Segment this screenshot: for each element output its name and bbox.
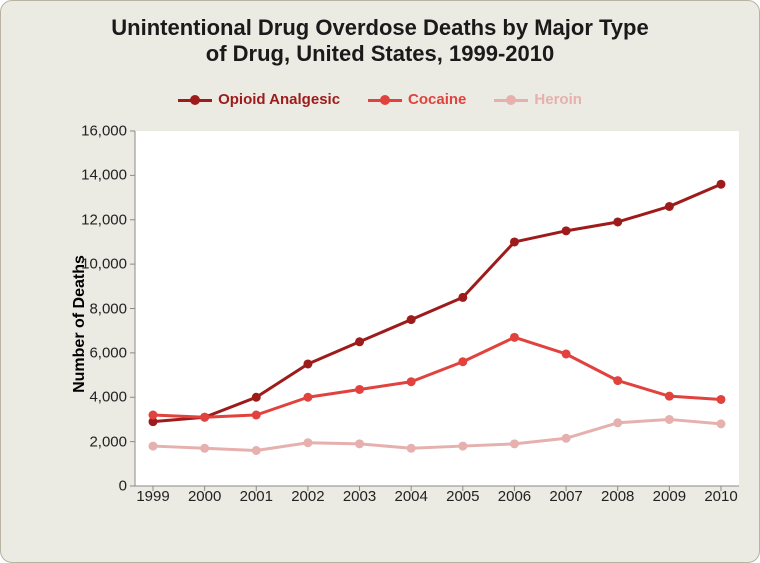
- data-point: [303, 393, 312, 402]
- y-tick: 12,000: [57, 211, 133, 228]
- data-point: [665, 415, 674, 424]
- y-tick: 4,000: [57, 389, 133, 406]
- x-tick: 2007: [549, 488, 582, 505]
- legend: Opioid Analgesic Cocaine Heroin: [1, 91, 759, 108]
- y-tick: 16,000: [57, 123, 133, 140]
- data-point: [717, 395, 726, 404]
- x-tick: 2002: [291, 488, 324, 505]
- data-point: [355, 337, 364, 346]
- x-tick: 2003: [343, 488, 376, 505]
- y-tick: 0: [57, 478, 133, 495]
- legend-label: Cocaine: [408, 91, 466, 108]
- legend-label: Heroin: [534, 91, 582, 108]
- y-tick: 8,000: [57, 300, 133, 317]
- legend-item: Heroin: [494, 91, 582, 108]
- x-tick: 1999: [136, 488, 169, 505]
- data-point: [355, 439, 364, 448]
- data-point: [200, 444, 209, 453]
- x-tick: 2009: [653, 488, 686, 505]
- y-tick: 2,000: [57, 433, 133, 450]
- data-point: [613, 217, 622, 226]
- data-point: [717, 180, 726, 189]
- legend-item: Cocaine: [368, 91, 466, 108]
- series-line: [153, 419, 721, 450]
- x-tick: 2010: [704, 488, 737, 505]
- data-point: [355, 385, 364, 394]
- data-point: [407, 444, 416, 453]
- data-point: [303, 359, 312, 368]
- data-point: [149, 442, 158, 451]
- legend-label: Opioid Analgesic: [218, 91, 340, 108]
- data-point: [562, 226, 571, 235]
- data-point: [665, 392, 674, 401]
- data-point: [613, 418, 622, 427]
- x-tick: 2000: [188, 488, 221, 505]
- data-point: [407, 377, 416, 386]
- data-point: [665, 202, 674, 211]
- data-point: [458, 357, 467, 366]
- x-tick: 2001: [240, 488, 273, 505]
- y-tick: 10,000: [57, 256, 133, 273]
- y-tick: 6,000: [57, 344, 133, 361]
- plot-area: [135, 131, 739, 486]
- chart-frame: Unintentional Drug Overdose Deaths by Ma…: [0, 0, 760, 563]
- data-point: [303, 438, 312, 447]
- y-axis-label: Number of Deaths: [71, 255, 89, 393]
- data-point: [407, 315, 416, 324]
- x-tick: 2004: [394, 488, 427, 505]
- x-tick: 2008: [601, 488, 634, 505]
- data-point: [458, 293, 467, 302]
- x-tick: 2006: [498, 488, 531, 505]
- data-point: [458, 442, 467, 451]
- chart-title: Unintentional Drug Overdose Deaths by Ma…: [1, 15, 759, 68]
- y-tick: 14,000: [57, 167, 133, 184]
- data-point: [200, 413, 209, 422]
- plot-wrap: Number of Deaths 0 2,000 4,000 6,000 8,000 10…: [59, 131, 739, 516]
- legend-swatch: [178, 93, 212, 107]
- data-point: [510, 237, 519, 246]
- data-point: [562, 349, 571, 358]
- legend-swatch: [494, 93, 528, 107]
- legend-item: Opioid Analgesic: [178, 91, 340, 108]
- data-point: [510, 439, 519, 448]
- data-point: [562, 434, 571, 443]
- data-point: [252, 393, 261, 402]
- data-point: [252, 446, 261, 455]
- data-point: [717, 419, 726, 428]
- data-point: [613, 376, 622, 385]
- series-svg: [135, 131, 739, 486]
- data-point: [510, 333, 519, 342]
- data-point: [149, 411, 158, 420]
- x-tick: 2005: [446, 488, 479, 505]
- legend-swatch: [368, 93, 402, 107]
- data-point: [252, 411, 261, 420]
